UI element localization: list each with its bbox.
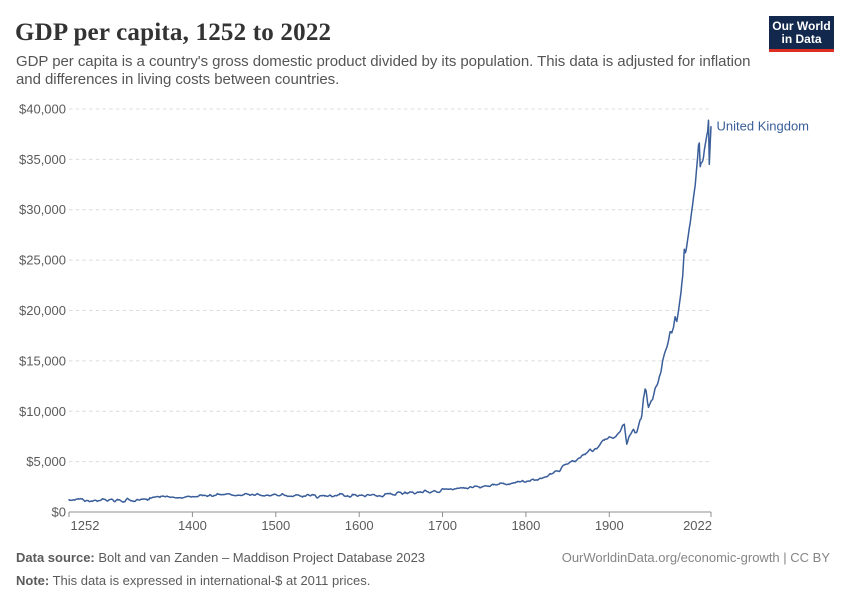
svg-text:$15,000: $15,000 [19, 353, 66, 368]
svg-text:$40,000: $40,000 [19, 102, 66, 117]
svg-text:$35,000: $35,000 [19, 152, 66, 167]
svg-text:1800: 1800 [511, 518, 540, 533]
svg-text:1400: 1400 [178, 518, 207, 533]
svg-text:$20,000: $20,000 [19, 303, 66, 318]
svg-text:1600: 1600 [345, 518, 374, 533]
svg-text:1500: 1500 [261, 518, 290, 533]
svg-text:2022: 2022 [683, 518, 712, 533]
svg-text:$10,000: $10,000 [19, 404, 66, 419]
svg-text:$30,000: $30,000 [19, 202, 66, 217]
svg-text:$5,000: $5,000 [26, 454, 66, 469]
svg-text:1252: 1252 [71, 518, 100, 533]
svg-text:United Kingdom: United Kingdom [717, 119, 810, 134]
svg-text:$0: $0 [52, 505, 66, 520]
svg-text:$25,000: $25,000 [19, 253, 66, 268]
svg-text:1700: 1700 [428, 518, 457, 533]
svg-text:1900: 1900 [595, 518, 624, 533]
